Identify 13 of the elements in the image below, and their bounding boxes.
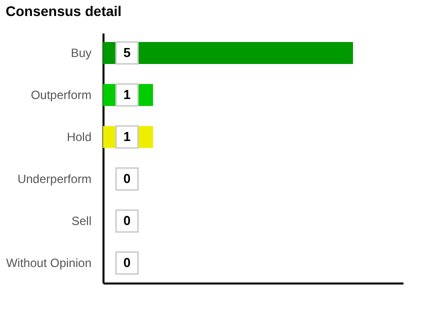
y-tick-label: Underperform [17, 172, 92, 186]
y-tick-label: Sell [71, 214, 92, 228]
data-label: 0 [123, 213, 131, 228]
data-label: 1 [123, 128, 131, 144]
chart-title: Consensus detail [6, 3, 122, 19]
y-tick-label: Without Opinion [6, 256, 92, 270]
y-tick-label: Hold [66, 130, 92, 144]
data-label: 0 [123, 255, 131, 270]
y-tick-label: Buy [70, 46, 92, 60]
y-tick-label: Outperform [30, 88, 92, 102]
data-label: 0 [123, 171, 131, 186]
data-label: 5 [123, 44, 131, 60]
data-label: 1 [123, 86, 131, 102]
